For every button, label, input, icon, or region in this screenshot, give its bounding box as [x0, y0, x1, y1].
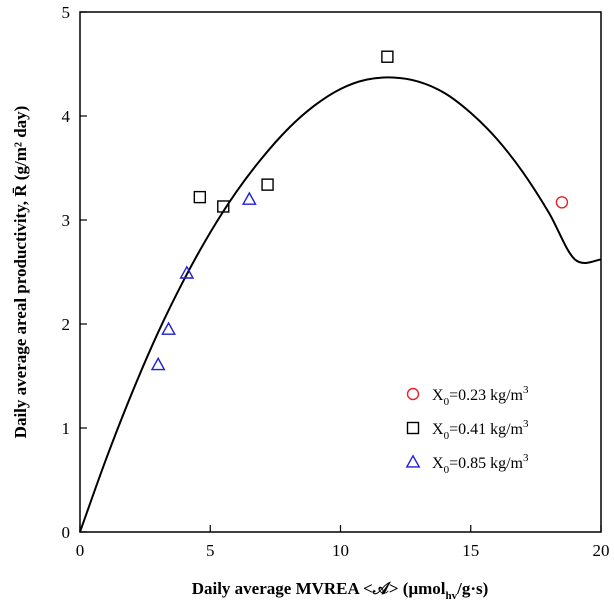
- legend-label-sup: 3: [523, 384, 529, 396]
- legend-marker-square: [406, 421, 420, 435]
- y-tick-label: 5: [62, 3, 71, 22]
- legend-label-mid: =0.23 kg/m: [449, 387, 523, 404]
- legend-label-pre: X: [432, 455, 444, 472]
- legend-marker-triangle: [405, 454, 421, 468]
- triangle-data-point: [241, 191, 257, 205]
- axis-ticks: 0 5 10 15 20 0 1 2 3 4 5: [62, 3, 610, 560]
- square-data-point: [261, 178, 274, 191]
- square-data-point: [381, 50, 394, 63]
- y-axis-label: Daily average areal productivity, R̄ (g/…: [11, 106, 30, 439]
- triangle-data-point: [179, 265, 195, 279]
- x-axis-label-tail: /g·s): [456, 579, 488, 598]
- data-markers: [150, 50, 569, 371]
- legend-label: X0=0.85 kg/m3: [432, 452, 529, 476]
- legend-label: X0=0.23 kg/m3: [432, 384, 529, 408]
- x-tick-label: 20: [593, 541, 610, 560]
- x-tick-label: 0: [76, 541, 85, 560]
- legend-marker-circle: [406, 387, 420, 401]
- triangle-data-point: [150, 356, 166, 371]
- legend-label-sub: 0: [444, 396, 450, 408]
- x-axis-label-main: Daily average MVREA <𝒜> (μmol: [192, 579, 446, 598]
- x-tick-label: 10: [332, 541, 349, 560]
- x-axis-label-sub: hv: [445, 590, 457, 602]
- x-tick-label: 5: [206, 541, 215, 560]
- x-tick-label: 15: [462, 541, 479, 560]
- fit-curve: [79, 76, 602, 533]
- triangle-data-point: [161, 321, 176, 335]
- legend-label-sup: 3: [523, 418, 529, 430]
- square-data-point: [193, 190, 207, 204]
- legend-label-mid: =0.85 kg/m: [449, 455, 523, 472]
- legend-label-pre: X: [432, 387, 444, 404]
- x-axis-label: Daily average MVREA <𝒜> (μmolhv/g·s): [192, 579, 489, 602]
- legend-label-mid: =0.41 kg/m: [449, 421, 523, 438]
- y-tick-label: 4: [62, 107, 71, 126]
- legend-label: X0=0.41 kg/m3: [432, 418, 529, 442]
- legend-label-sub: 0: [444, 430, 450, 442]
- legend-label-sup: 3: [523, 452, 529, 464]
- square-data-point: [217, 200, 230, 213]
- legend-label-sub: 0: [444, 464, 450, 476]
- y-tick-label: 0: [62, 523, 71, 542]
- circle-data-point: [555, 196, 569, 209]
- y-tick-label: 1: [62, 419, 71, 438]
- y-tick-label: 3: [62, 211, 71, 230]
- y-tick-label: 2: [62, 315, 71, 334]
- legend-label-pre: X: [432, 421, 444, 438]
